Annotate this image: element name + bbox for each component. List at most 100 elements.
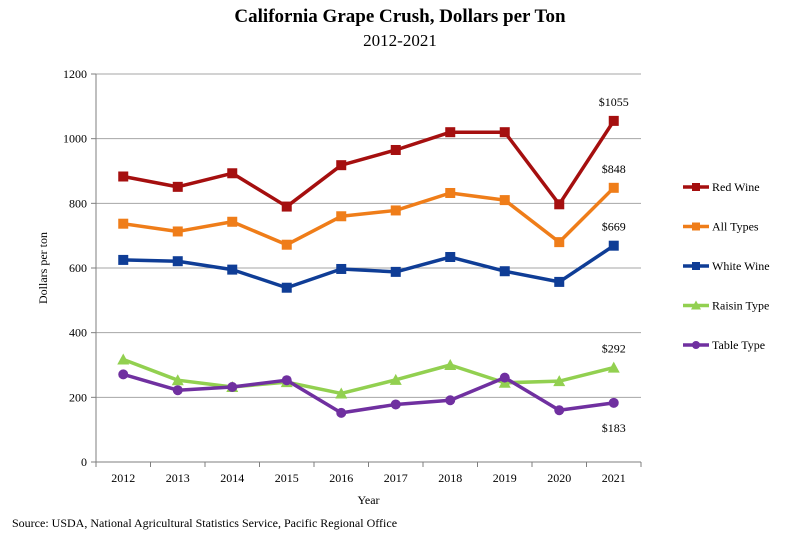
data-point-all-types-2019	[499, 195, 510, 206]
x-tick-label-2013: 2013	[166, 471, 190, 485]
x-tick-label-2016: 2016	[329, 471, 353, 485]
legend-swatch-marker	[692, 183, 700, 191]
series-raisin-type	[117, 353, 620, 399]
data-point-white-wine-2014	[227, 264, 238, 275]
data-point-red-wine-2019	[499, 127, 510, 138]
data-point-raisin-type-2021	[607, 361, 620, 373]
series-line-white-wine	[121, 243, 616, 290]
series-line-table-type	[121, 372, 616, 415]
y-tick-label-0: 0	[81, 455, 87, 469]
legend-item-table-type: Table Type	[683, 338, 765, 352]
data-point-raisin-type-2013	[171, 374, 184, 386]
data-label-raisin-type: $292	[602, 342, 626, 356]
series-white-wine	[118, 240, 619, 293]
data-point-all-types-2016	[336, 211, 347, 222]
legend-item-raisin-type: Raisin Type	[683, 299, 769, 313]
data-point-table-type-2014	[227, 381, 238, 392]
data-point-table-type-2018	[445, 395, 456, 406]
data-point-all-types-2013	[172, 226, 183, 237]
data-label-white-wine: $669	[602, 220, 626, 234]
y-tick-label-400: 400	[69, 326, 87, 340]
data-point-raisin-type-2018	[444, 359, 457, 370]
series-line-all-types	[121, 186, 616, 247]
gridlines	[96, 73, 641, 398]
chart-title: California Grape Crush, Dollars per Ton	[234, 6, 566, 27]
data-point-all-types-2018	[445, 187, 456, 198]
data-point-white-wine-2020	[554, 276, 565, 287]
data-point-raisin-type-2012	[117, 353, 130, 365]
legend-swatch-marker	[692, 222, 700, 231]
series-all-types	[118, 182, 619, 250]
data-point-raisin-type-2020	[553, 375, 566, 387]
data-point-all-types-2015	[281, 239, 292, 250]
data-label-red-wine: $1055	[599, 95, 629, 109]
data-point-table-type-2021	[608, 397, 619, 408]
x-tick-label-2017: 2017	[384, 471, 408, 485]
data-point-raisin-type-2016	[335, 387, 348, 399]
legend-label-all-types: All Types	[712, 220, 759, 234]
data-label-table-type: $183	[602, 421, 626, 435]
x-tick-label-2018: 2018	[438, 471, 462, 485]
y-axis-title: Dollars per ton	[36, 232, 50, 304]
legend-item-white-wine: White Wine	[683, 259, 770, 273]
data-point-table-type-2019	[499, 372, 510, 383]
series-line-red-wine	[121, 119, 616, 209]
legend-item-all-types: All Types	[683, 220, 759, 234]
source-note: Source: USDA, National Agricultural Stat…	[12, 516, 398, 530]
data-point-white-wine-2017	[390, 266, 401, 277]
legend-swatch-marker	[692, 341, 700, 349]
legend-label-red-wine: Red Wine	[712, 180, 760, 194]
data-point-red-wine-2014	[227, 168, 238, 179]
data-point-table-type-2017	[390, 399, 401, 410]
data-point-raisin-type-2017	[389, 373, 402, 385]
data-point-table-type-2015	[281, 375, 292, 386]
y-tick-label-200: 200	[69, 390, 87, 404]
data-point-table-type-2013	[172, 385, 183, 396]
data-point-red-wine-2015	[281, 201, 292, 212]
data-labels: $1055 $848 $669 $292 $183	[599, 95, 629, 435]
y-tick-label-1200: 1200	[63, 67, 87, 81]
data-point-white-wine-2012	[118, 254, 129, 265]
series-lines	[117, 115, 620, 418]
x-tick-label-2020: 2020	[547, 471, 571, 485]
data-point-red-wine-2017	[390, 144, 401, 155]
data-label-all-types: $848	[602, 162, 626, 176]
chart-subtitle: 2012-2021	[363, 31, 437, 50]
data-point-red-wine-2013	[172, 181, 183, 192]
data-point-white-wine-2021	[608, 240, 619, 251]
legend-item-red-wine: Red Wine	[683, 180, 760, 194]
data-point-all-types-2012	[118, 218, 129, 229]
data-point-red-wine-2021	[608, 115, 619, 126]
data-point-red-wine-2018	[445, 127, 456, 138]
x-tick-label-2021: 2021	[602, 471, 626, 485]
x-tick-label-2015: 2015	[275, 471, 299, 485]
data-point-all-types-2021	[608, 182, 619, 193]
axes: 0 200 400 600 800 1000 1200 2012 2013 2014 2015 201…	[36, 67, 642, 507]
data-point-white-wine-2016	[336, 263, 347, 274]
data-point-table-type-2020	[554, 405, 565, 416]
data-point-white-wine-2019	[499, 266, 510, 277]
x-tick-label-2014: 2014	[220, 471, 244, 485]
data-point-white-wine-2015	[281, 282, 292, 293]
series-line-raisin-type	[121, 357, 616, 396]
x-tick-label-2019: 2019	[493, 471, 517, 485]
legend: Red Wine All Types White Wine Raisin Type Ta…	[683, 180, 770, 352]
y-tick-label-600: 600	[69, 261, 87, 275]
data-point-red-wine-2020	[554, 199, 565, 210]
data-point-red-wine-2016	[336, 160, 347, 171]
y-tick-label-1000: 1000	[63, 132, 87, 146]
legend-swatch-marker	[692, 262, 700, 270]
legend-swatch-marker	[691, 300, 701, 310]
y-tick-label-800: 800	[69, 196, 87, 210]
data-point-table-type-2016	[336, 407, 347, 418]
x-tick-label-2012: 2012	[111, 471, 135, 485]
data-point-white-wine-2018	[445, 252, 456, 263]
data-point-table-type-2012	[118, 369, 129, 380]
data-point-white-wine-2013	[172, 256, 183, 267]
series-red-wine	[118, 115, 619, 212]
data-point-all-types-2020	[554, 237, 565, 248]
legend-label-white-wine: White Wine	[712, 259, 770, 273]
data-point-red-wine-2012	[118, 171, 129, 182]
data-point-all-types-2017	[390, 205, 401, 216]
data-point-all-types-2014	[227, 216, 238, 227]
